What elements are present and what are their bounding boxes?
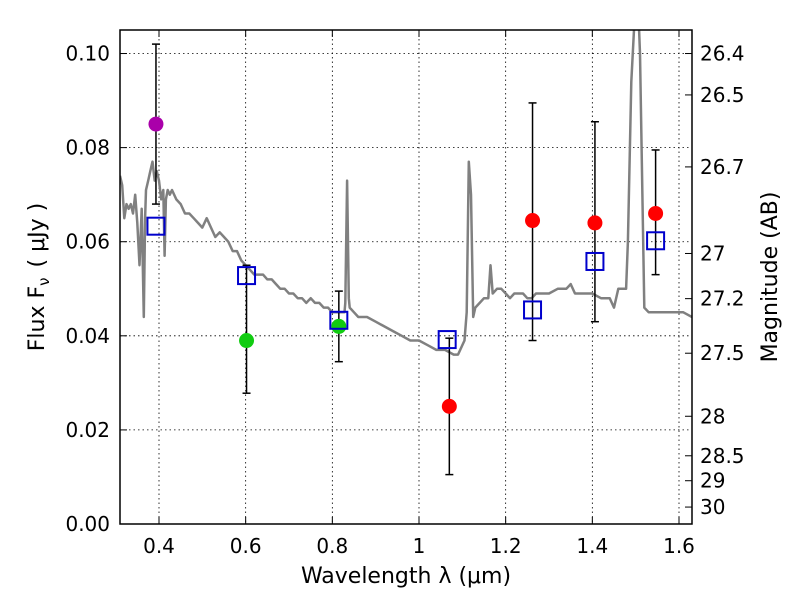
y-axis-title-unit: ( μJy )	[25, 203, 50, 268]
observed-flux-point	[441, 398, 457, 414]
y-axis-title-subscript: ν	[35, 277, 53, 285]
point-layer	[148, 116, 664, 414]
magnitude-tick-label: 29	[700, 469, 725, 493]
x-tick-label: 1.2	[490, 534, 522, 558]
model-photometry-square	[523, 300, 543, 320]
model-photometry-square	[646, 231, 666, 251]
magnitude-tick-label: 27	[700, 241, 725, 265]
model-photometry-square	[146, 216, 166, 236]
plot-frame	[119, 29, 693, 525]
x-tick-label: 0.8	[316, 534, 348, 558]
model-photometry-square	[237, 266, 257, 286]
y-axis-title-main: Flux F	[25, 286, 50, 351]
magnitude-tick-label: 26.4	[700, 42, 745, 66]
x-tick-labels: 0.4 0.6 0.8 1 1.2 1.4 1.6	[143, 534, 695, 558]
y-tick-label: 0.00	[65, 512, 110, 536]
x-tick-label: 1	[413, 534, 426, 558]
magnitude-tick-label: 30	[700, 495, 725, 519]
model-photometry-square	[437, 330, 457, 350]
magnitude-tick-label: 28	[700, 404, 725, 428]
right-axis-title: Magnitude (AB)	[758, 192, 783, 363]
observed-flux-point	[148, 116, 164, 132]
model-sed-line	[120, 30, 692, 356]
model-photometry-square	[329, 310, 349, 330]
y-tick-label: 0.08	[65, 136, 110, 160]
magnitude-tick-label: 27.5	[700, 341, 745, 365]
x-tick-label: 0.4	[143, 534, 175, 558]
y-tick-label: 0.02	[65, 418, 110, 442]
y-tick-labels: 0.00 0.02 0.04 0.06 0.08 0.10	[65, 42, 110, 536]
magnitude-tick-label: 28.5	[700, 444, 745, 468]
y-tick-label: 0.06	[65, 230, 110, 254]
x-tick-label: 1.6	[663, 534, 695, 558]
grid-layer	[120, 30, 692, 525]
observed-flux-point	[239, 333, 255, 349]
magnitude-tick-label: 27.2	[700, 287, 745, 311]
observed-flux-point	[648, 205, 664, 221]
square-layer	[146, 216, 666, 350]
x-tick-label: 1.4	[576, 534, 608, 558]
y-tick-label: 0.04	[65, 324, 110, 348]
observed-flux-point	[587, 215, 603, 231]
magnitude-tick-label: 26.5	[700, 83, 745, 107]
x-tick-label: 0.6	[230, 534, 262, 558]
ticks-layer	[120, 30, 692, 525]
errorbar-layer	[151, 43, 660, 476]
x-axis-title: Wavelength λ (μm)	[301, 564, 511, 589]
observed-flux-point	[525, 213, 541, 229]
magnitude-tick-label: 26.7	[700, 155, 745, 179]
model-photometry-square	[585, 251, 605, 271]
y-tick-label: 0.10	[65, 42, 110, 66]
observed-flux-point	[331, 318, 347, 334]
y-axis-title: Flux Fν ( μJy )	[25, 203, 53, 351]
model-layer	[120, 30, 692, 356]
